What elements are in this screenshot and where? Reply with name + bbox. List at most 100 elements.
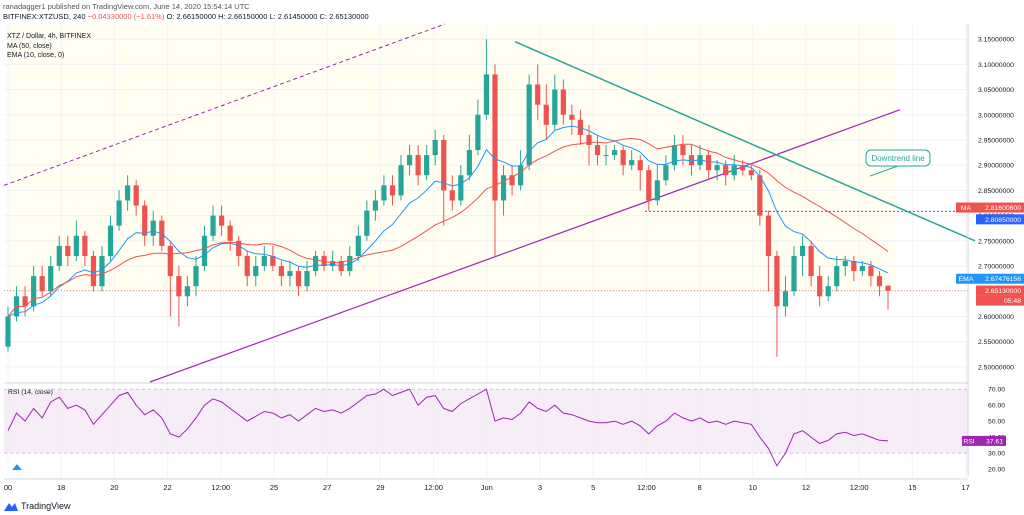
publish-info: ranadagger1 published on TradingView.com… [3,2,250,11]
candle-body [449,190,455,201]
tradingview-logo: TradingView [4,501,71,511]
candle-body [167,245,173,277]
candle-body [321,255,327,267]
time-tick-label: Jun [481,483,493,492]
candle-body [757,175,763,216]
price-tick-label: 2.55000000 [978,339,1014,346]
rsi-band [4,389,968,454]
time-tick-label: 10 [749,483,757,492]
rsi-pane: RSI (14, close) [4,382,968,470]
candle-body [526,84,532,166]
candle-body [312,255,319,272]
candle-body [210,215,216,236]
time-tick-label: 25 [270,483,278,492]
candle-body [415,155,421,176]
candle-body [671,145,678,166]
axes: 3.15000000 3.10000000 3.05000000 3.00000000… [4,24,1024,492]
price-change: −0.04330000 (−1.61%) [87,12,165,21]
candle-body [56,245,62,267]
candle-body [287,271,293,277]
price-badge-value: 2.81600600 [985,205,1021,212]
candle-body [560,89,566,115]
candle-body [142,205,148,236]
time-tick-label: 12:00 [637,483,656,492]
price-badge [976,202,1024,213]
candle-body [125,185,131,201]
price-tick-label: 2.90000000 [978,163,1014,170]
badge-tag [956,202,976,213]
candle-body [654,180,660,201]
rsi-badge [976,435,1006,446]
time-tick-label: 12:00 [211,483,230,492]
legend-title: XTZ / Dollar, 4h, BITFINEX [7,33,92,40]
time-tick-label: 22 [163,483,171,492]
candle-body [372,200,378,211]
time-tick-label: 5 [591,483,595,492]
candle-body [620,150,626,166]
candle-body [73,235,79,256]
time-tick-label: 18 [57,483,65,492]
candle-body [458,175,464,201]
below-price-area [8,291,896,382]
candle-body [116,200,122,226]
legend-ma: MA (50, close) [7,42,52,50]
price-badge-value: 2.67476156 [985,276,1021,283]
candle-body [218,215,225,226]
candle-body [107,225,114,256]
ma-line [7,137,889,317]
symbol-ohlc-line: BITFINEX:XTZUSD, 240 −0.04330000 (−1.61%… [3,12,369,21]
candle-body [22,296,28,307]
time-tick-label: 12 [802,483,810,492]
candle-body [748,170,754,176]
candle-body [176,276,182,297]
candle-body [535,84,541,105]
candle-body [680,145,686,156]
ema-line [7,125,889,317]
candle-body [31,276,37,307]
candle-body [663,165,669,181]
candle-body [586,134,592,146]
candle-body [355,235,361,256]
candle-body [834,266,840,287]
annotation-pointer [869,165,899,177]
trend-lines [3,23,976,383]
candle-body [236,240,242,256]
candle-body [603,155,609,157]
candle-body [406,155,413,166]
price-badge [976,214,1024,225]
chart-legend: XTZ / Dollar, 4h, BITFINEX MA (50, close… [7,32,91,61]
candle-body [774,255,780,307]
candle-body [278,266,284,277]
candle-body [466,150,472,176]
candle-body [227,225,233,241]
time-tick-label: 20 [110,483,118,492]
candle-body [552,89,558,125]
ohlc-values: O: 2.66150000 H: 2.66150000 L: 2.6145000… [166,12,369,21]
candle-body [304,271,310,287]
price-tick-label: 2.50000000 [978,364,1014,371]
candle-body [295,271,302,287]
rsi-title: RSI (14, close) [8,389,53,396]
price-tick-label: 3.15000000 [978,37,1014,44]
candle-body [740,165,746,171]
candle-body [193,266,199,287]
rsi-tick-label: 50.00 [988,419,1005,426]
candle-body [432,139,438,156]
candle-body [808,245,814,277]
candle-body [261,255,267,267]
candle-body [483,74,490,115]
candle-body [569,114,575,120]
candle-body [150,220,156,236]
price-tick-label: 3.05000000 [978,87,1014,94]
badge-tag-label: RSI [963,438,974,445]
candle-body [723,165,729,176]
rsi-tick-label: 20.00 [988,467,1005,474]
price-tick-label: 3.00000000 [978,112,1014,119]
candle-body [791,255,797,292]
price-tick-label: 2.60000000 [978,314,1014,321]
price-badge [976,295,1024,306]
candles [5,39,891,357]
candle-body [868,266,874,277]
price-badge [976,273,1024,284]
